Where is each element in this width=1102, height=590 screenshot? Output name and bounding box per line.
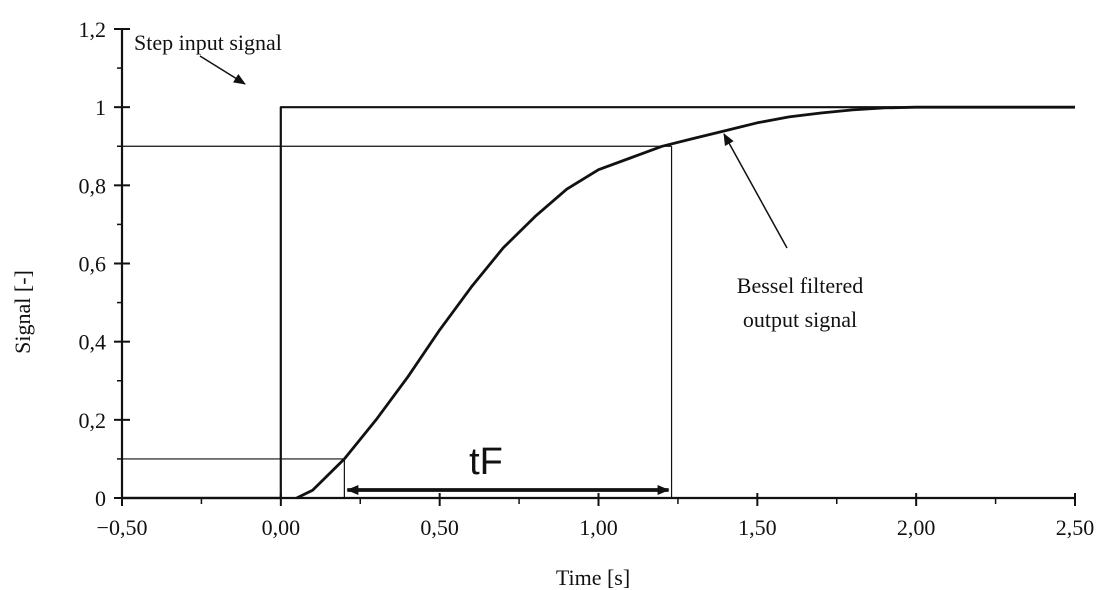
y-tick-label: 1 — [95, 95, 106, 120]
step-input-line — [122, 106, 1075, 500]
step-input-label: Step input signal — [134, 30, 282, 55]
y-tick-label: 0,4 — [79, 330, 107, 355]
x-tick-label: −0,50 — [97, 515, 148, 540]
y-tick-label: 0 — [95, 486, 106, 511]
x-tick-label: 0,50 — [420, 515, 459, 540]
step-pointer-arrow — [199, 55, 246, 85]
series-group — [122, 105, 1075, 500]
reference-lines — [122, 145, 673, 498]
axes — [120, 29, 1075, 500]
x-axis-label: Time [s] — [556, 565, 630, 590]
x-tick-label: 1,50 — [738, 515, 777, 540]
y-axis-label: Signal [-] — [10, 270, 35, 354]
y-tick-label: 0,8 — [79, 173, 107, 198]
bessel-label-line1: Bessel filtered — [737, 273, 863, 298]
annotations — [199, 55, 788, 495]
y-tick-label: 0,6 — [79, 252, 107, 277]
x-tick-label: 2,50 — [1056, 515, 1095, 540]
y-tick-label: 0,2 — [79, 408, 107, 433]
bessel-label-line2: output signal — [743, 307, 857, 332]
tf-label: tF — [469, 441, 503, 483]
axis-ticks: 0 0,2 0,4 0,6 0,8 1 1,2 −0,50 0,00 0,50 1,00 1,50 2,… — [79, 17, 1095, 540]
bessel-pointer-arrow — [723, 133, 788, 249]
bessel-output-line — [296, 105, 1075, 500]
x-tick-label: 0,00 — [262, 515, 301, 540]
x-tick-label: 2,00 — [897, 515, 936, 540]
x-tick-label: 1,00 — [579, 515, 618, 540]
y-tick-label: 1,2 — [79, 17, 107, 42]
